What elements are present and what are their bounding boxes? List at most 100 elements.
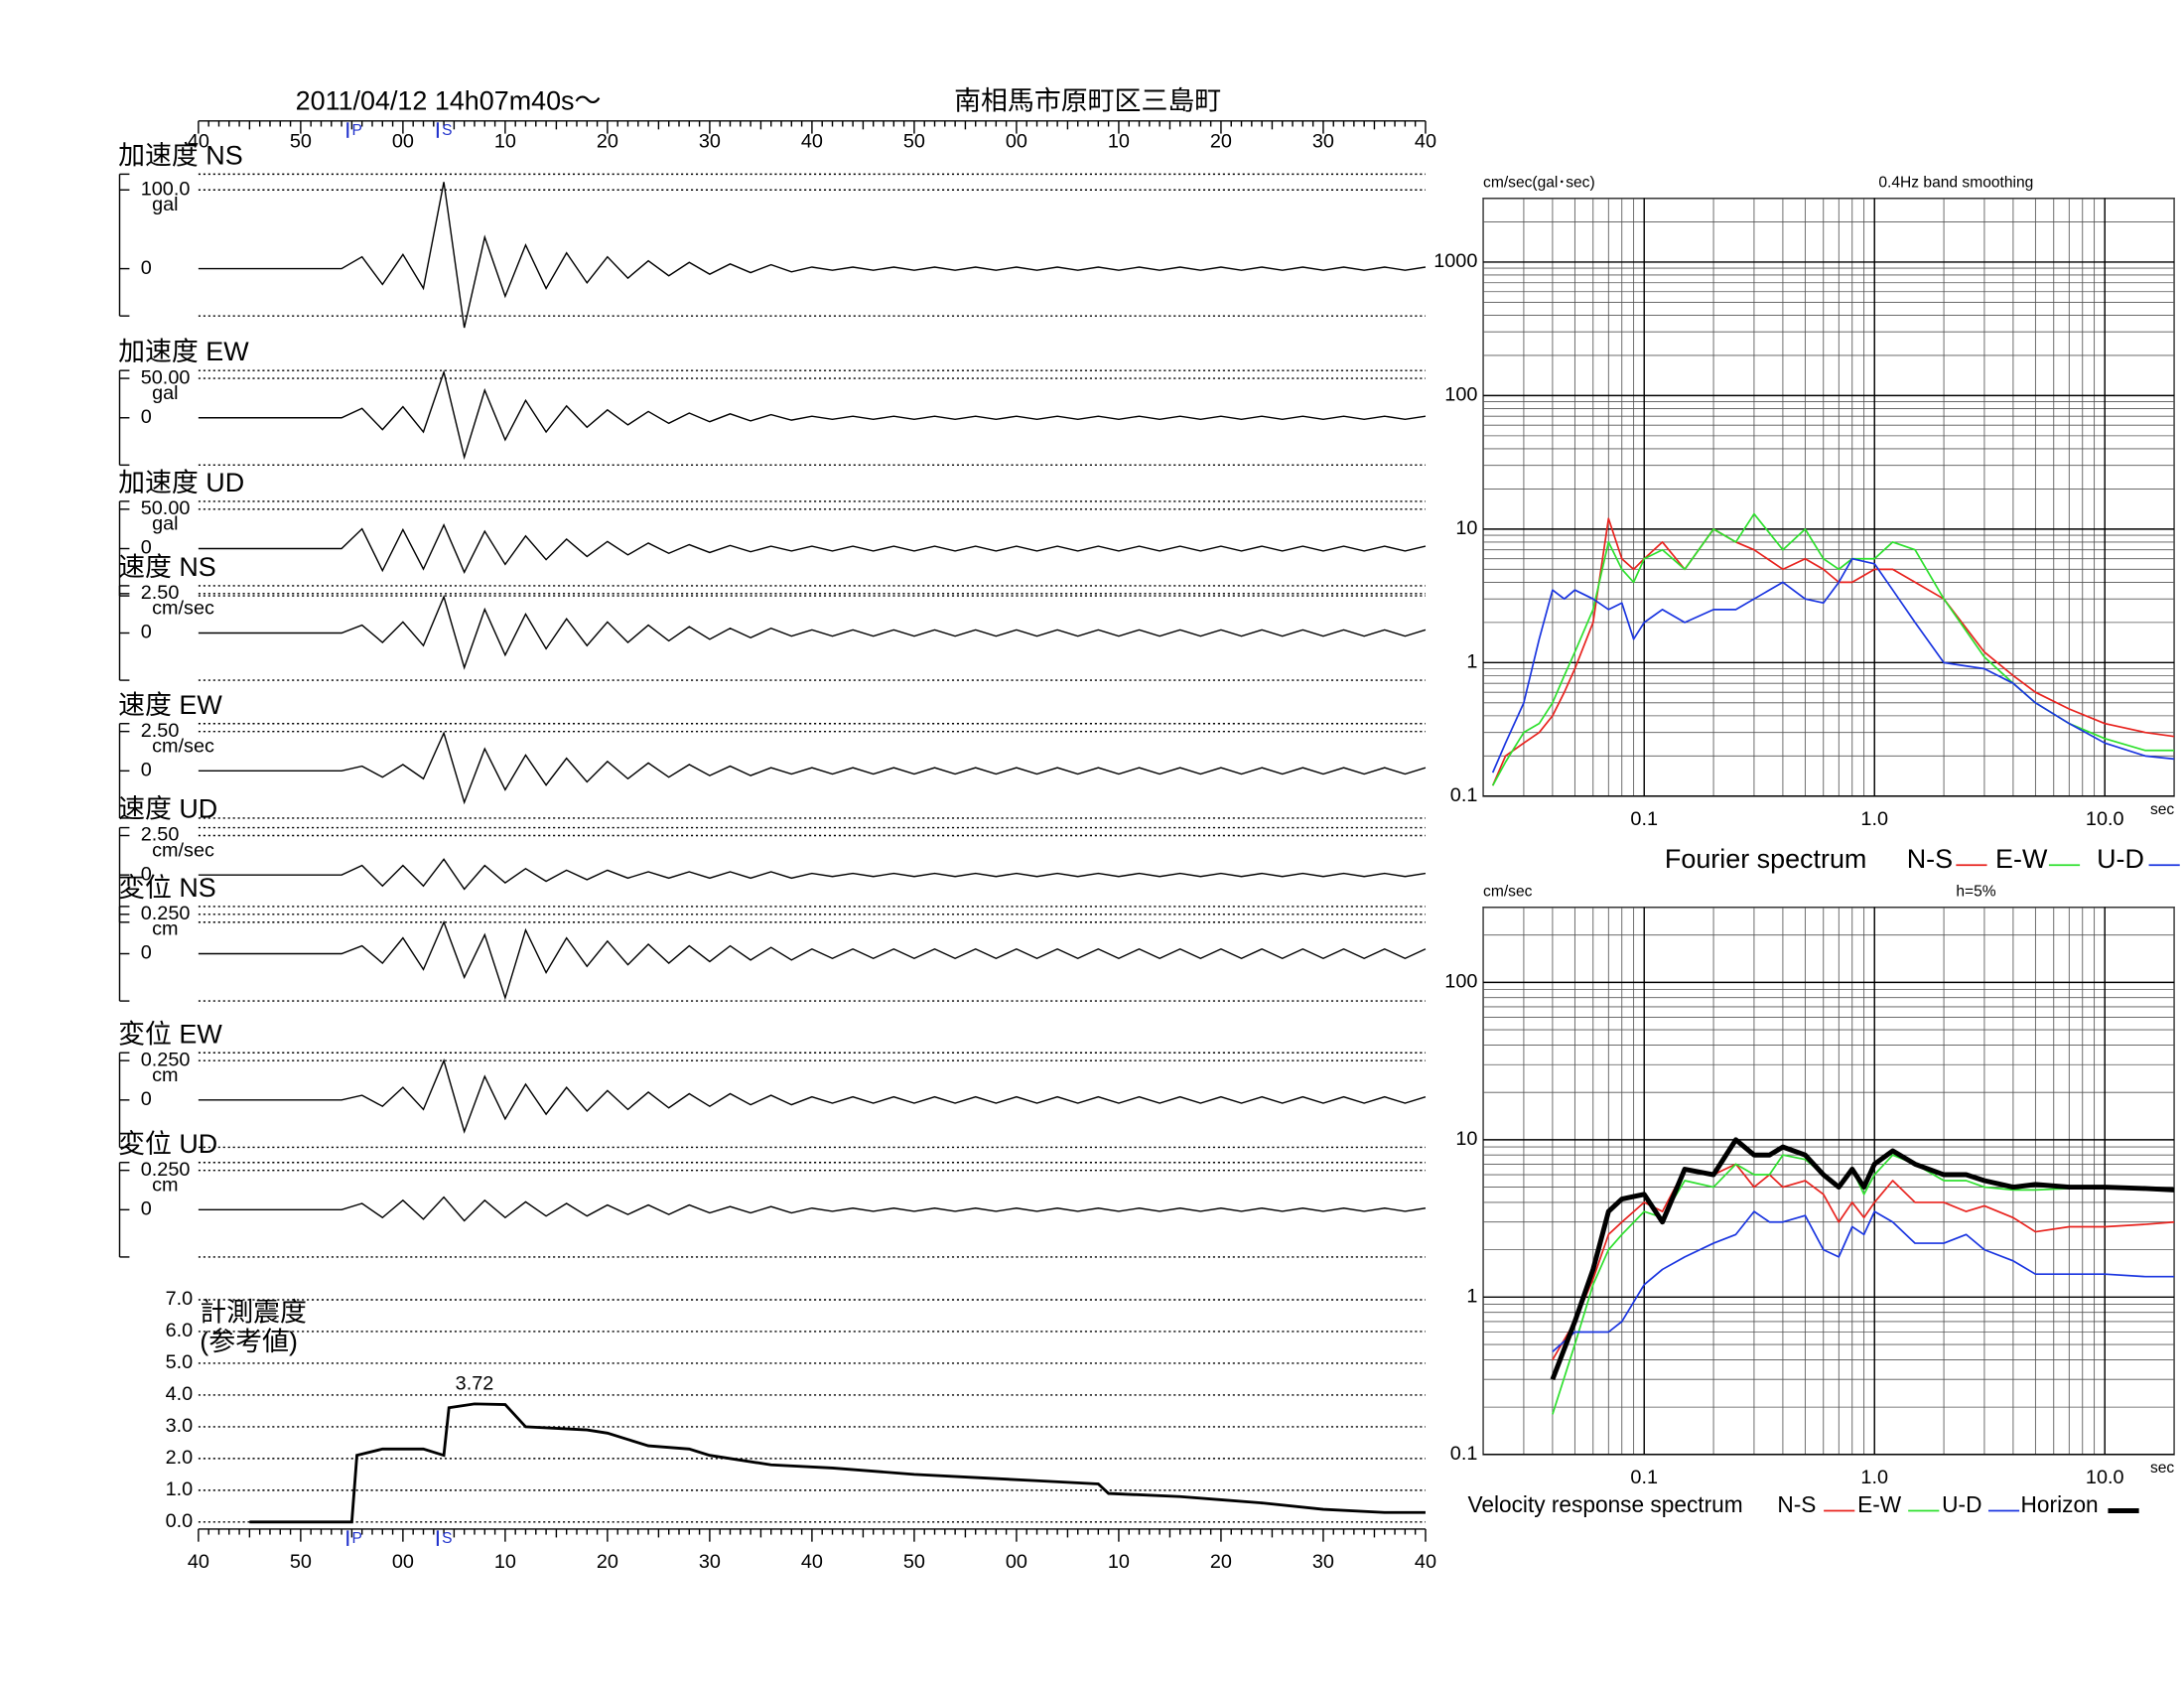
- y-tick-label: 1: [1466, 1286, 1477, 1308]
- legend-label: E-W: [1857, 1491, 1902, 1517]
- time-tick-label: 10: [1108, 1551, 1130, 1573]
- y-tick-label: 0: [141, 863, 152, 885]
- time-tick-label: 00: [1006, 1551, 1027, 1573]
- time-tick-label: 30: [1312, 1551, 1334, 1573]
- unit-label: gal: [152, 194, 178, 215]
- record-time: 2011/04/12 14h07m40s～: [296, 86, 602, 116]
- plot-title: Fourier spectrum: [1665, 844, 1866, 874]
- y-tick-label: 50.00: [141, 497, 191, 519]
- y-tick-label: 0: [141, 760, 152, 781]
- trace-label: 加速度 UD: [118, 468, 244, 497]
- y-tick-label: 0.1: [1450, 1443, 1478, 1465]
- x-tick-label: 0.1: [1630, 1467, 1658, 1488]
- waveform: [198, 369, 1427, 461]
- y-tick-label: 4.0: [166, 1383, 194, 1405]
- time-tick-label: 30: [1312, 130, 1334, 152]
- unit-label: cm/sec: [152, 598, 214, 620]
- y-tick-label: 0: [141, 1198, 152, 1220]
- y-tick-label: 1.0: [166, 1478, 194, 1500]
- plot-frame: [1482, 198, 2175, 797]
- y-tick-label: 2.50: [141, 582, 180, 604]
- legend-label: U-D: [1942, 1491, 1981, 1517]
- trace-label: 変位 NS: [118, 873, 216, 903]
- time-tick-label: 20: [1210, 130, 1232, 152]
- x-unit: sec: [2150, 801, 2174, 818]
- time-tick-label: 20: [597, 130, 618, 152]
- time-tick-label: 40: [801, 130, 823, 152]
- y-tick-label: 0: [141, 537, 152, 559]
- waveform: [198, 182, 1427, 329]
- time-tick-label: 40: [1415, 1551, 1436, 1573]
- time-tick-label: 00: [1006, 130, 1027, 152]
- spectrum-line: [1491, 517, 2175, 786]
- phase-label: S: [442, 122, 452, 139]
- y-unit: cm/sec(gal･sec): [1483, 174, 1595, 191]
- y-tick-label: 0: [141, 622, 152, 643]
- intensity-subtitle: (参考値): [200, 1327, 298, 1356]
- trace-label: 速度 NS: [118, 552, 216, 582]
- intensity-line: [249, 1402, 1426, 1524]
- unit-label: gal: [152, 382, 178, 404]
- unit-label: cm/sec: [152, 839, 214, 861]
- y-tick-label: 100: [1444, 384, 1477, 406]
- trace-label: 速度 UD: [118, 794, 217, 824]
- trace-label: 加速度 NS: [118, 140, 243, 170]
- waveform: [198, 1196, 1427, 1222]
- x-tick-label: 0.1: [1630, 808, 1658, 830]
- unit-label: gal: [152, 513, 178, 535]
- waveform: [198, 731, 1427, 805]
- y-tick-label: 10: [1455, 517, 1477, 539]
- trace-label: 加速度 EW: [118, 337, 249, 366]
- time-tick-label: 50: [903, 1551, 925, 1573]
- phase-label: P: [352, 122, 362, 139]
- y-tick-label: 2.0: [166, 1447, 194, 1469]
- legend-label: E-W: [1995, 844, 2048, 874]
- intensity-title: 計測震度: [200, 1297, 307, 1327]
- time-tick-label: 40: [188, 1551, 209, 1573]
- y-tick-label: 50.00: [141, 366, 191, 388]
- time-tick-label: 20: [597, 1551, 618, 1573]
- x-tick-label: 10.0: [2086, 1467, 2124, 1488]
- trace-label: 変位 UD: [118, 1129, 217, 1159]
- time-tick-label: 00: [392, 130, 414, 152]
- phase-label: P: [352, 1530, 362, 1547]
- phase-label: S: [442, 1530, 452, 1547]
- time-tick-label: 40: [1415, 130, 1436, 152]
- legend-label: U-D: [2097, 844, 2144, 874]
- time-tick-label: 40: [188, 130, 209, 152]
- unit-label: cm/sec: [152, 735, 214, 757]
- y-tick-label: 100: [1444, 971, 1477, 993]
- y-tick-label: 0: [141, 406, 152, 428]
- time-tick-label: 40: [801, 1551, 823, 1573]
- waveform: [198, 919, 1427, 1001]
- y-tick-label: 0.0: [166, 1510, 194, 1532]
- time-tick-label: 30: [699, 130, 721, 152]
- unit-label: cm: [152, 1174, 178, 1196]
- time-tick-label: 50: [290, 130, 312, 152]
- waveform: [198, 594, 1427, 670]
- y-tick-label: 0.1: [1450, 784, 1478, 806]
- y-tick-label: 6.0: [166, 1320, 194, 1341]
- y-tick-label: 0: [141, 257, 152, 279]
- time-tick-label: 10: [494, 130, 516, 152]
- y-tick-label: 1: [1466, 651, 1477, 673]
- y-tick-label: 0.250: [141, 903, 191, 924]
- waveform: [198, 522, 1427, 574]
- y-tick-label: 0.250: [141, 1049, 191, 1070]
- unit-label: cm: [152, 1064, 178, 1086]
- trace-label: 速度 EW: [118, 690, 222, 720]
- trace-label: 変位 EW: [118, 1019, 222, 1049]
- spectrum-line: [1491, 557, 2175, 774]
- y-tick-label: 2.50: [141, 720, 180, 742]
- legend-label: Horizon: [2021, 1491, 2099, 1517]
- legend-label: N-S: [1777, 1491, 1816, 1517]
- spectrum-line: [1550, 1137, 2175, 1381]
- y-tick-label: 0: [141, 942, 152, 964]
- unit-label: cm: [152, 918, 178, 940]
- x-tick-label: 1.0: [1860, 1467, 1888, 1488]
- waveform: [198, 1058, 1427, 1134]
- x-tick-label: 1.0: [1860, 808, 1888, 830]
- time-tick-label: 00: [392, 1551, 414, 1573]
- waveform: [198, 858, 1427, 891]
